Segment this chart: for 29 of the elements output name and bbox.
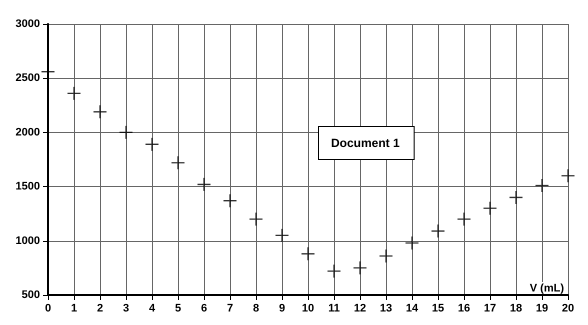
x-tick-label: 12 xyxy=(354,302,366,314)
y-tick-label: 500 xyxy=(22,289,40,301)
x-tick-label: 16 xyxy=(458,302,470,314)
y-tick-label: 2000 xyxy=(16,126,40,138)
x-tick-label: 8 xyxy=(252,302,260,314)
x-tick-label: 18 xyxy=(510,302,522,314)
y-tick-label: 1000 xyxy=(16,234,40,247)
x-tick-label: 5 xyxy=(174,302,182,314)
x-tick-label: 6 xyxy=(200,302,208,314)
x-tick-label: 15 xyxy=(432,302,444,314)
x-tick-label: 10 xyxy=(302,302,314,314)
y-tick-label: 1500 xyxy=(16,180,40,193)
x-tick-label: 17 xyxy=(484,302,496,314)
x-tick-label: 1 xyxy=(70,302,78,314)
x-tick-label: 3 xyxy=(122,302,130,314)
x-tick-label: 14 xyxy=(406,302,419,314)
y-tick-label: 3000 xyxy=(16,18,40,30)
annotation: Document 1 xyxy=(331,136,400,150)
x-axis-title: V (mL) xyxy=(530,282,564,294)
x-tick-label: 9 xyxy=(278,302,286,314)
x-tick-label: 2 xyxy=(96,302,104,314)
y-tick-label: 2500 xyxy=(16,72,40,84)
x-tick-label: 7 xyxy=(226,302,234,314)
x-tick-label: 13 xyxy=(380,302,392,314)
x-tick-label: 4 xyxy=(148,302,156,314)
x-tick-label: 11 xyxy=(328,302,340,314)
x-tick-label: 0 xyxy=(44,302,52,314)
x-tick-label: 20 xyxy=(562,302,574,314)
x-tick-label: 19 xyxy=(536,302,548,314)
